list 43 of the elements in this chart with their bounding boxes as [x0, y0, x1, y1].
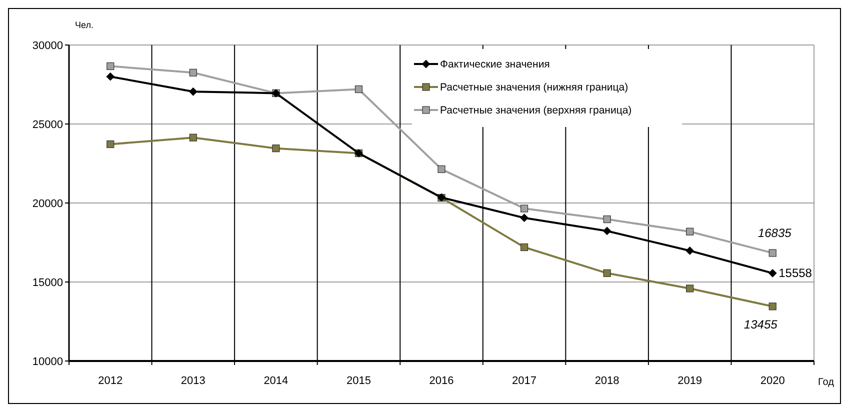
- y-tick-label: 20000: [32, 198, 63, 210]
- point: [106, 62, 114, 70]
- x-tick-label: 2018: [594, 375, 620, 387]
- y-tick-label: 10000: [32, 356, 63, 368]
- x-axis-title: Год: [818, 377, 834, 388]
- x-tick-label: 2016: [429, 375, 454, 387]
- point: [768, 269, 777, 278]
- data-label: 13455: [744, 317, 778, 332]
- point: [189, 68, 197, 76]
- x-tick-label: 2019: [678, 375, 702, 387]
- y-tick-label: 15000: [32, 276, 63, 289]
- x-tick-label: 2013: [180, 375, 206, 387]
- y-axis-title: Чел.: [75, 20, 94, 30]
- point: [686, 228, 694, 236]
- point: [106, 72, 114, 81]
- point: [686, 246, 694, 255]
- point: [438, 165, 446, 173]
- point: [354, 85, 363, 94]
- point: [189, 134, 197, 142]
- point: [768, 302, 776, 310]
- x-tick-label: 2014: [264, 375, 288, 387]
- point: [520, 214, 528, 222]
- point: [603, 226, 612, 235]
- point: [768, 249, 776, 257]
- x-tick-label: 2015: [346, 375, 371, 387]
- data-label: 16835: [758, 226, 792, 240]
- point: [189, 88, 198, 96]
- legend-label: Расчетные значения (верхняя граница): [440, 104, 632, 117]
- point: [603, 215, 611, 224]
- point: [603, 269, 611, 277]
- y-tick-label: 30000: [32, 40, 63, 52]
- x-tick-label: 2020: [760, 375, 785, 387]
- point: [520, 204, 528, 212]
- point: [686, 284, 694, 292]
- legend-label: Расчетные значения (нижняя граница): [440, 82, 628, 94]
- y-tick-label: 25000: [32, 118, 63, 131]
- point: [272, 144, 280, 152]
- x-tick-label: 2012: [98, 375, 123, 387]
- point: [106, 140, 114, 148]
- point: [520, 243, 528, 252]
- legend-label: Фактические значения: [440, 58, 550, 71]
- data-label: 15558: [778, 266, 812, 280]
- x-tick-label: 2017: [512, 375, 537, 387]
